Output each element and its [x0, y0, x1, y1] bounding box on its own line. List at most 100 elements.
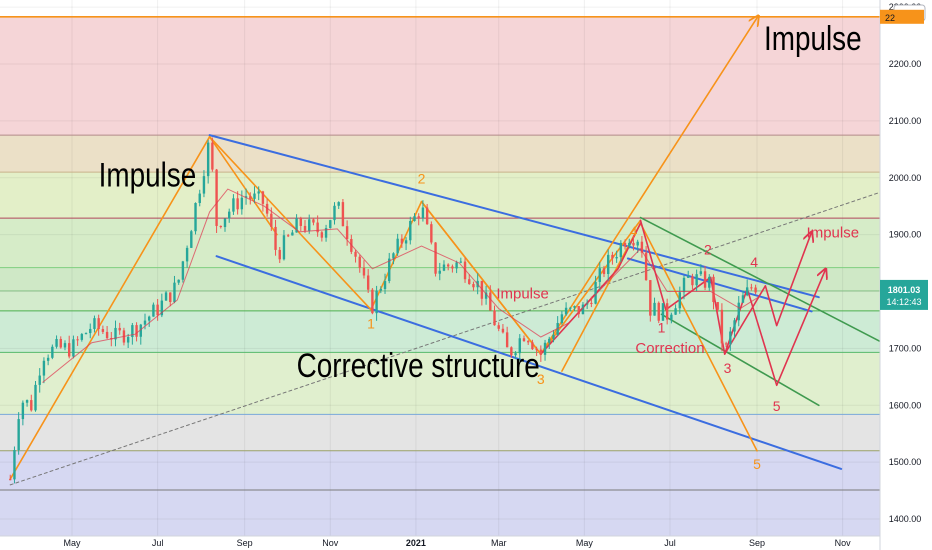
candle-body [240, 197, 244, 210]
candle-body [219, 225, 222, 228]
candle-body [514, 353, 517, 356]
big-label: Impulse [764, 19, 862, 57]
candle-body [653, 302, 656, 316]
wave-label: 2 [418, 170, 426, 186]
x-tick-label: May [63, 538, 81, 548]
candle-body [526, 341, 530, 343]
candle-body [181, 261, 185, 280]
candle-body [661, 303, 665, 321]
candle-body [632, 242, 635, 246]
candle-body [9, 479, 12, 481]
candle-body [25, 400, 29, 403]
candle-body [396, 238, 399, 254]
candle-body [388, 258, 391, 282]
candle-body [392, 253, 395, 259]
candle-body [628, 242, 631, 247]
candle-body [522, 338, 526, 342]
y-tick-label: 2100.00 [889, 116, 922, 126]
candle-body [754, 287, 757, 293]
candle-body [42, 360, 46, 376]
candle-body [548, 338, 551, 343]
candle-body [750, 287, 753, 289]
channel-main-lower [215, 255, 843, 470]
fib-zone [0, 135, 880, 173]
x-tick-label: Mar [491, 538, 507, 548]
candle-body [695, 274, 698, 286]
candle-body [152, 304, 155, 317]
candle-body [649, 280, 652, 316]
candle-body [257, 191, 260, 194]
y-tick-label: 1900.00 [889, 230, 922, 240]
candle-body [21, 402, 25, 420]
x-tick-label: Nov [322, 538, 339, 548]
y-tick-label: 1700.00 [889, 343, 922, 353]
current-price-value: 1801.03 [888, 285, 921, 295]
candle-body [38, 375, 41, 385]
candle-body [413, 216, 416, 221]
wave-label-red: 1 [658, 319, 666, 335]
candle-body [160, 300, 164, 316]
orange-corrective-c [420, 200, 542, 355]
candle-body [228, 211, 231, 219]
candle-body [249, 196, 252, 199]
candle-body [577, 306, 580, 315]
candle-body [425, 207, 429, 225]
y-tick-label: 1500.00 [889, 457, 922, 467]
candle-body [729, 331, 732, 345]
target-price-box [880, 9, 924, 24]
candle-body [173, 282, 176, 303]
candle-body [581, 304, 585, 315]
fib-levels [0, 15, 880, 491]
candle-body [135, 325, 138, 337]
candle-body [438, 270, 441, 274]
x-tick-label: May [576, 538, 594, 548]
candle-body [493, 310, 496, 326]
candle-body [379, 289, 383, 291]
candle-body [97, 318, 100, 330]
candle-body [510, 347, 513, 356]
candle-body [366, 275, 370, 290]
candle-body [34, 384, 37, 411]
candle-body [13, 450, 16, 480]
wave-label: 1 [367, 315, 375, 331]
candle-body [198, 193, 201, 204]
orange-corrective-b [208, 136, 278, 236]
fib-zones [0, 16, 880, 536]
candle-body [105, 331, 109, 339]
channel-green-upper [639, 216, 886, 345]
candle-body [409, 220, 412, 241]
candle-body [282, 235, 286, 260]
candle-body [674, 308, 677, 315]
candle-body [303, 225, 307, 231]
candle-body [446, 264, 450, 267]
candle-body [468, 279, 471, 285]
candle-body [383, 281, 387, 290]
candle-body [741, 295, 745, 303]
candle-body [67, 343, 71, 357]
orange-impulse-big [540, 16, 759, 355]
candle-body [716, 302, 719, 310]
label-text: Impulse [807, 224, 860, 241]
candle-body [459, 261, 463, 263]
candle-body [489, 292, 492, 311]
candle-body [177, 279, 180, 283]
candle-body [101, 329, 105, 332]
candle-body [442, 264, 446, 271]
candle-body [682, 277, 686, 293]
y-tick-label: 2000.00 [889, 173, 922, 183]
candle-body [505, 332, 509, 348]
candle-body [139, 324, 142, 337]
candle-body [63, 343, 67, 348]
y-tick-label: 2200.00 [889, 59, 922, 69]
candle-body [286, 235, 290, 237]
candle-body [169, 292, 172, 303]
candle-body [720, 309, 724, 344]
candle-body [148, 316, 151, 321]
x-tick-label: Jul [664, 538, 676, 548]
wave-label-red: 4 [750, 254, 758, 270]
candle-body [564, 307, 568, 315]
candle-body [232, 198, 235, 212]
candle-body [211, 142, 214, 170]
